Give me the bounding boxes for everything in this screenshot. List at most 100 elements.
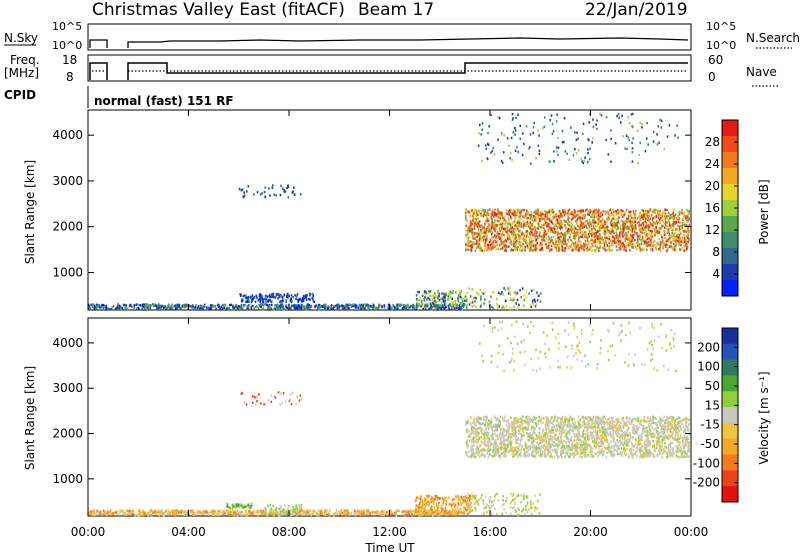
power-mark: [519, 211, 521, 214]
power-mark: [429, 302, 432, 305]
power-mark: [504, 246, 507, 249]
power-mark: [232, 306, 234, 309]
power-mark: [557, 244, 560, 247]
velocity-mark: [428, 511, 430, 515]
power-mark: [674, 213, 677, 216]
power-mark: [538, 224, 540, 227]
velocity-mark: [142, 511, 144, 514]
velocity-mark: [393, 511, 396, 514]
power-mark: [587, 152, 589, 155]
power-mark: [436, 291, 439, 294]
power-mark: [494, 219, 496, 222]
power-mark: [629, 233, 632, 237]
power-mark: [474, 221, 477, 225]
power-mark: [247, 307, 250, 310]
power-mark: [596, 246, 598, 249]
power-mark: [523, 247, 526, 251]
power-mark: [584, 231, 586, 234]
power-mark: [401, 307, 404, 310]
power-mark: [684, 244, 687, 247]
power-mark: [465, 218, 467, 221]
power-mark: [488, 212, 490, 215]
power-mark: [568, 224, 570, 227]
power-mark: [631, 235, 633, 238]
power-mark: [270, 300, 272, 304]
power-mark: [629, 249, 631, 252]
velocity-mark: [234, 511, 236, 514]
power-mark: [548, 246, 550, 249]
power-mark: [676, 218, 678, 221]
velocity-mark: [264, 403, 267, 406]
power-mark: [486, 247, 488, 250]
power-mark: [162, 305, 165, 308]
power-mark: [241, 188, 244, 191]
power-mark: [679, 237, 681, 240]
power-mark: [372, 305, 375, 308]
velocity-mark: [468, 494, 471, 498]
power-mark: [369, 304, 372, 308]
power-mark: [567, 227, 570, 231]
power-mark: [157, 307, 159, 310]
power-mark: [305, 295, 308, 298]
power-mark: [591, 137, 594, 140]
power-mark: [300, 307, 303, 310]
power-mark: [678, 213, 681, 216]
power-mark: [422, 307, 424, 311]
velocity-mark: [340, 509, 343, 512]
velocity-mark: [132, 510, 135, 513]
power-mark: [624, 226, 626, 230]
power-mark: [535, 216, 537, 220]
date-label: 22/Jan/2019: [585, 0, 688, 20]
velocity-mark: [136, 514, 139, 517]
velocity-mark: [445, 496, 447, 499]
power-mark: [595, 215, 598, 219]
power-mark: [638, 237, 641, 240]
power-mark: [539, 217, 541, 221]
power-mark: [509, 238, 512, 241]
velocity-mark: [418, 507, 421, 511]
velocity-mark: [95, 511, 98, 515]
power-mark: [549, 160, 551, 163]
velocity-mark: [285, 511, 288, 515]
power-mark: [621, 245, 624, 248]
power-mark: [500, 132, 503, 135]
power-mark: [496, 232, 499, 235]
velocity-mark: [419, 497, 422, 500]
velocity-mark: [335, 509, 338, 512]
power-mark: [226, 307, 228, 310]
power-mark: [103, 305, 105, 308]
power-mark: [665, 245, 667, 249]
power-mark: [651, 223, 654, 226]
cpid-text: normal (fast) 151 RF: [94, 94, 234, 108]
power-mark: [580, 241, 582, 244]
power-mark: [467, 236, 469, 239]
power-mark: [474, 237, 476, 241]
velocity-mark: [263, 510, 266, 513]
power-mark: [592, 224, 595, 227]
power-mark: [157, 304, 160, 307]
velocity-mark: [343, 512, 345, 515]
power-mark: [155, 307, 158, 311]
power-mark: [542, 235, 544, 239]
power-mark: [573, 235, 576, 238]
velocity-mark: [390, 509, 392, 512]
power-mark: [593, 219, 595, 223]
power-mark: [496, 211, 499, 214]
power-mark: [317, 306, 319, 310]
power-mark: [611, 243, 614, 246]
power-mark: [626, 147, 628, 151]
freq-unit-label: [MHz]: [4, 66, 39, 80]
power-mark: [644, 215, 647, 218]
power-mark: [253, 307, 255, 310]
power-mark: [658, 237, 660, 241]
power-mark: [579, 225, 582, 229]
velocity-mark: [274, 512, 277, 516]
power-mark: [264, 186, 267, 189]
power-mark: [591, 233, 594, 237]
power-mark: [126, 307, 129, 310]
power-mark: [610, 219, 613, 222]
power-mark: [505, 249, 507, 252]
power-mark: [550, 244, 553, 247]
velocity-mark: [228, 506, 230, 509]
velocity-mark: [438, 497, 441, 500]
